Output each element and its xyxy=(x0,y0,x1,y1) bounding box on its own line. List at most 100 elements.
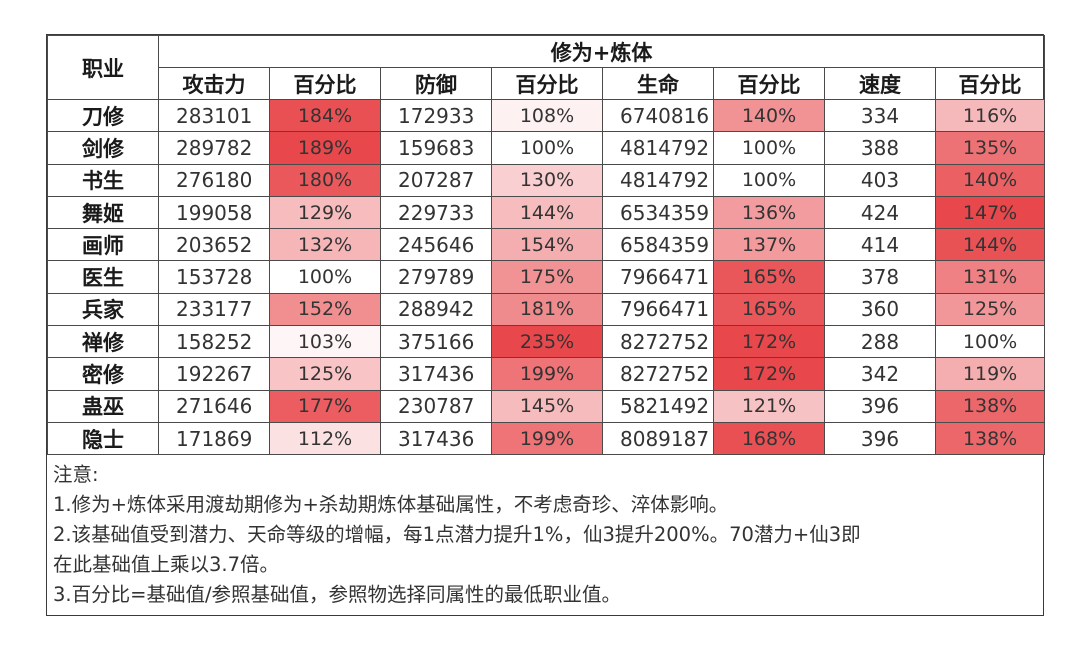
col-header-attack-pct: 百分比 xyxy=(269,67,381,100)
speed-pct: 100% xyxy=(934,325,1046,359)
defense-pct: 145% xyxy=(491,389,603,423)
speed-pct: 138% xyxy=(934,421,1046,456)
note-line-3: 3.百分比=基础值/参照基础值，参照物选择同属性的最低职业值。 xyxy=(53,583,622,607)
table-row: 剑修 289782 189% 159683 100% 4814792 100% 388 135% xyxy=(47,131,1046,165)
class-name: 隐士 xyxy=(47,421,159,456)
hp-pct: 121% xyxy=(713,389,825,423)
defense-pct: 199% xyxy=(491,421,603,456)
class-name: 禅修 xyxy=(47,325,159,359)
attack-value: 199058 xyxy=(158,195,270,230)
defense-pct: 144% xyxy=(491,195,603,230)
table-body: 刀修 283101 184% 172933 108% 6740816 140% 334 116%… xyxy=(47,98,1046,456)
attack-pct: 100% xyxy=(269,260,381,294)
speed-value: 334 xyxy=(824,98,936,133)
speed-value: 396 xyxy=(824,389,936,423)
defense-value: 317436 xyxy=(380,357,492,391)
note-line-2: 2.该基础值受到潜力、天命等级的增幅，每1点潜力提升1%，仙3提升200%。70… xyxy=(53,523,861,547)
class-name: 画师 xyxy=(47,228,159,262)
defense-pct: 235% xyxy=(491,325,603,359)
hp-pct: 137% xyxy=(713,228,825,262)
table-row: 医生 153728 100% 279789 175% 7966471 165% 378 131% xyxy=(47,260,1046,294)
class-name: 蛊巫 xyxy=(47,389,159,423)
speed-value: 414 xyxy=(824,228,936,262)
defense-value: 288942 xyxy=(380,292,492,327)
attack-pct: 129% xyxy=(269,195,381,230)
hp-pct: 100% xyxy=(713,163,825,197)
row-label-header: 职业 xyxy=(47,35,159,100)
col-header-attack: 攻击力 xyxy=(158,67,270,100)
defense-value: 229733 xyxy=(380,195,492,230)
attack-value: 289782 xyxy=(158,131,270,165)
notes-section: 注意: 1.修为+炼体采用渡劫期修为+杀劫期炼体基础属性，不考虑奇珍、淬体影响。… xyxy=(47,455,1043,610)
defense-pct: 181% xyxy=(491,292,603,327)
hp-value: 6584359 xyxy=(602,228,714,262)
attack-value: 171869 xyxy=(158,421,270,456)
defense-value: 317436 xyxy=(380,421,492,456)
defense-value: 207287 xyxy=(380,163,492,197)
attack-pct: 180% xyxy=(269,163,381,197)
attack-value: 203652 xyxy=(158,228,270,262)
defense-value: 245646 xyxy=(380,228,492,262)
class-name: 医生 xyxy=(47,260,159,294)
col-header-defense: 防御 xyxy=(380,67,492,100)
table-row: 兵家 233177 152% 288942 181% 7966471 165% 360 125% xyxy=(47,292,1046,327)
hp-pct: 165% xyxy=(713,292,825,327)
col-header-speed-pct: 百分比 xyxy=(934,67,1046,100)
defense-pct: 199% xyxy=(491,357,603,391)
table-row: 画师 203652 132% 245646 154% 6584359 137% 414 144% xyxy=(47,228,1046,262)
speed-pct: 144% xyxy=(934,228,1046,262)
attack-pct: 184% xyxy=(269,98,381,133)
attack-pct: 132% xyxy=(269,228,381,262)
attack-value: 153728 xyxy=(158,260,270,294)
attack-value: 283101 xyxy=(158,98,270,133)
attack-pct: 125% xyxy=(269,357,381,391)
speed-pct: 131% xyxy=(934,260,1046,294)
table-row: 刀修 283101 184% 172933 108% 6740816 140% 334 116% xyxy=(47,98,1046,133)
defense-pct: 100% xyxy=(491,131,603,165)
hp-pct: 172% xyxy=(713,357,825,391)
attack-value: 233177 xyxy=(158,292,270,327)
speed-pct: 138% xyxy=(934,389,1046,423)
hp-value: 7966471 xyxy=(602,292,714,327)
attack-value: 271646 xyxy=(158,389,270,423)
speed-pct: 147% xyxy=(934,195,1046,230)
speed-pct: 140% xyxy=(934,163,1046,197)
class-stats-table: 职业 修为+炼体 攻击力 百分比 防御 百分比 生命 百分比 速度 百分比 刀修… xyxy=(47,35,1046,456)
defense-pct: 130% xyxy=(491,163,603,197)
hp-value: 6740816 xyxy=(602,98,714,133)
speed-value: 360 xyxy=(824,292,936,327)
defense-pct: 108% xyxy=(491,98,603,133)
class-name: 舞姬 xyxy=(47,195,159,230)
hp-value: 8272752 xyxy=(602,357,714,391)
hp-pct: 136% xyxy=(713,195,825,230)
table-row: 蛊巫 271646 177% 230787 145% 5821492 121% 396 138% xyxy=(47,389,1046,423)
hp-pct: 172% xyxy=(713,325,825,359)
speed-value: 378 xyxy=(824,260,936,294)
defense-value: 230787 xyxy=(380,389,492,423)
hp-pct: 168% xyxy=(713,421,825,456)
defense-pct: 154% xyxy=(491,228,603,262)
col-header-defense-pct: 百分比 xyxy=(491,67,603,100)
table-row: 隐士 171869 112% 317436 199% 8089187 168% 396 138% xyxy=(47,421,1046,456)
defense-value: 172933 xyxy=(380,98,492,133)
hp-value: 6534359 xyxy=(602,195,714,230)
speed-pct: 125% xyxy=(934,292,1046,327)
class-name: 刀修 xyxy=(47,98,159,133)
speed-value: 424 xyxy=(824,195,936,230)
class-name: 兵家 xyxy=(47,292,159,327)
col-header-hp-pct: 百分比 xyxy=(713,67,825,100)
defense-value: 279789 xyxy=(380,260,492,294)
speed-pct: 119% xyxy=(934,357,1046,391)
attack-pct: 177% xyxy=(269,389,381,423)
defense-value: 159683 xyxy=(380,131,492,165)
table-row: 禅修 158252 103% 375166 235% 8272752 172% 288 100% xyxy=(47,325,1046,359)
col-header-speed: 速度 xyxy=(824,67,936,100)
hp-value: 8272752 xyxy=(602,325,714,359)
attack-pct: 112% xyxy=(269,421,381,456)
attack-value: 158252 xyxy=(158,325,270,359)
note-line-2-cont: 在此基础值上乘以3.7倍。 xyxy=(53,553,280,577)
notes-title: 注意: xyxy=(53,463,99,487)
col-header-hp: 生命 xyxy=(602,67,714,100)
table-row: 书生 276180 180% 207287 130% 4814792 100% 403 140% xyxy=(47,163,1046,197)
class-name: 剑修 xyxy=(47,131,159,165)
